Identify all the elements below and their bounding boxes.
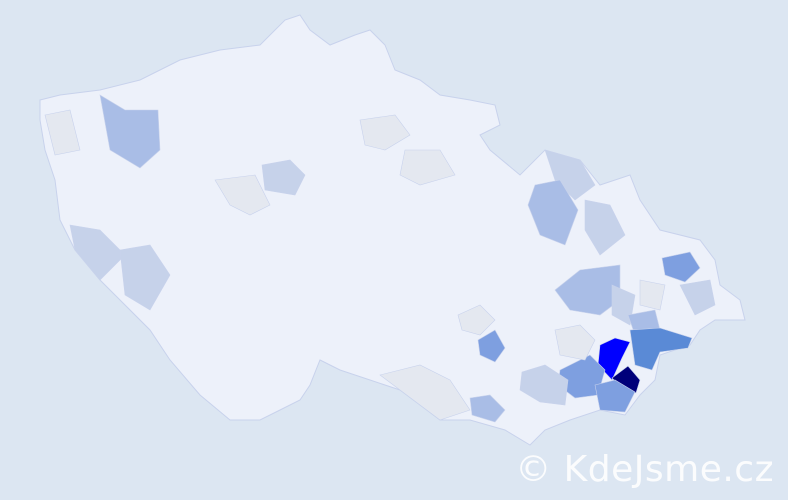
map-region[interactable] [554, 324, 596, 361]
map-region[interactable] [527, 179, 579, 246]
map-region[interactable] [639, 279, 666, 311]
map-region[interactable] [594, 379, 636, 413]
map-region[interactable] [379, 364, 471, 421]
watermark: © KdeJsme.cz [515, 449, 774, 490]
map-region[interactable] [359, 114, 411, 151]
map-region[interactable] [69, 224, 126, 281]
map-region[interactable] [214, 174, 271, 216]
map-region[interactable] [399, 149, 456, 186]
map-region[interactable] [119, 244, 171, 311]
map-region[interactable] [661, 251, 701, 283]
map-region[interactable] [44, 109, 81, 156]
map-region[interactable] [99, 94, 161, 169]
map-region[interactable] [477, 329, 506, 363]
map-region[interactable] [519, 364, 569, 406]
map-region[interactable] [584, 199, 626, 256]
map-region[interactable] [261, 159, 306, 196]
map-region[interactable] [679, 279, 716, 316]
map-region[interactable] [544, 149, 596, 201]
map-region[interactable] [469, 394, 506, 423]
map-region[interactable] [629, 327, 693, 371]
map-region[interactable] [457, 304, 496, 336]
